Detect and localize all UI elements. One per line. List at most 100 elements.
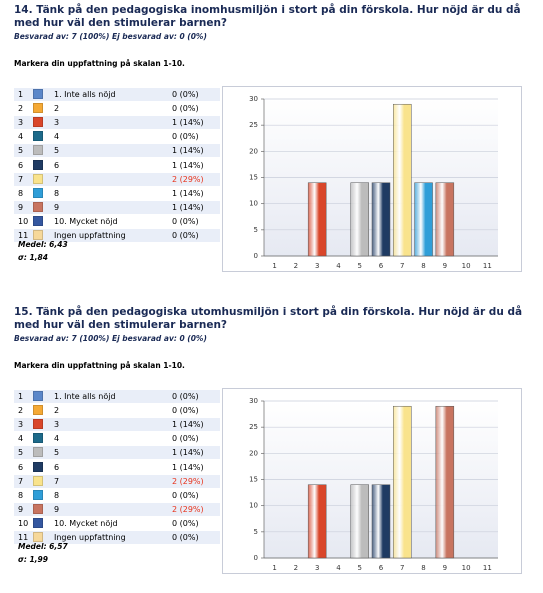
row-swatch xyxy=(33,117,43,128)
row-label: 6 xyxy=(54,160,60,170)
row-label: 8 xyxy=(54,490,60,500)
x-tick-label: 7 xyxy=(400,564,404,572)
row-index: 4 xyxy=(18,132,24,142)
y-tick-label: 0 xyxy=(254,252,258,260)
row-label: 6 xyxy=(54,462,60,472)
row-swatch xyxy=(33,517,43,528)
x-tick-label: 8 xyxy=(421,564,425,572)
row-result: 2 (29%) xyxy=(172,476,204,486)
row-index: 2 xyxy=(18,104,24,114)
row-swatch xyxy=(33,159,43,170)
row-result: 1 (14%) xyxy=(172,188,204,198)
row-label: Ingen uppfattning xyxy=(54,533,126,542)
row-background xyxy=(14,88,220,101)
row-swatch xyxy=(33,89,43,99)
row-label: 9 xyxy=(54,504,60,514)
row-result: 0 (0%) xyxy=(172,518,199,528)
row-index: 11 xyxy=(18,231,29,240)
answered-info: Besvarad av: 7 (100%) Ej besvarad av: 0 … xyxy=(14,334,207,343)
y-tick-label: 15 xyxy=(249,174,258,182)
bar xyxy=(350,484,369,559)
row-background xyxy=(14,116,220,130)
bar xyxy=(307,182,327,257)
bar xyxy=(393,103,412,257)
row-index: 5 xyxy=(18,448,24,458)
row-result: 1 (14%) xyxy=(172,202,204,212)
row-background xyxy=(14,144,220,158)
x-tick-label: 10 xyxy=(462,564,471,572)
row-swatch xyxy=(33,103,43,114)
row-index: 2 xyxy=(18,406,24,416)
x-tick-label: 10 xyxy=(462,262,471,270)
x-tick-label: 4 xyxy=(336,564,341,572)
row-index: 6 xyxy=(18,160,24,170)
row-index: 9 xyxy=(18,202,24,212)
x-tick-label: 9 xyxy=(443,262,447,270)
bar-chart: 0 5 10 15 20 25 30 1 2 3 4 5 6 7 8 9 10 11 xyxy=(222,388,522,574)
y-tick-label: 20 xyxy=(249,147,258,155)
y-tick-label: 30 xyxy=(249,397,258,405)
row-result: 1 (14%) xyxy=(172,160,204,170)
row-swatch xyxy=(33,145,43,156)
row-result: 1 (14%) xyxy=(172,448,204,458)
row-label: 3 xyxy=(54,118,60,128)
row-swatch xyxy=(33,187,43,198)
row-swatch xyxy=(33,475,43,486)
row-label: 1. Inte alls nöjd xyxy=(54,90,116,99)
x-tick-label: 4 xyxy=(336,262,341,270)
bar xyxy=(371,182,391,257)
row-label: 10. Mycket nöjd xyxy=(54,518,118,528)
instruction: Markera din uppfattning på skalan 1-10. xyxy=(14,361,185,370)
bar xyxy=(435,405,455,559)
bar xyxy=(414,182,433,257)
row-index: 10 xyxy=(18,518,29,528)
row-swatch xyxy=(33,433,43,444)
row-label: 4 xyxy=(54,434,60,444)
x-tick-label: 8 xyxy=(421,262,425,270)
row-background xyxy=(14,474,220,488)
row-swatch xyxy=(33,405,43,416)
bar xyxy=(350,182,369,257)
row-swatch xyxy=(33,532,43,542)
row-index: 10 xyxy=(18,216,29,226)
y-tick-label: 5 xyxy=(254,528,258,536)
x-tick-label: 1 xyxy=(272,262,276,270)
row-label: 8 xyxy=(54,188,60,198)
row-label: 7 xyxy=(54,174,60,184)
row-result: 0 (0%) xyxy=(172,392,199,401)
row-label: 7 xyxy=(54,476,60,486)
row-index: 1 xyxy=(18,392,24,401)
row-background xyxy=(14,531,220,544)
x-tick-label: 7 xyxy=(400,262,404,270)
row-result: 0 (0%) xyxy=(172,533,199,542)
row-swatch xyxy=(33,131,43,142)
std-dev: σ: 1,84 xyxy=(18,253,48,262)
mean: Medel: 6,43 xyxy=(18,240,68,249)
row-label: 10. Mycket nöjd xyxy=(54,216,118,226)
row-swatch xyxy=(33,230,43,240)
row-swatch xyxy=(33,215,43,226)
row-background xyxy=(14,390,220,403)
y-tick-label: 0 xyxy=(254,554,258,562)
row-result: 1 (14%) xyxy=(172,118,204,128)
x-tick-label: 5 xyxy=(357,564,361,572)
row-swatch xyxy=(33,461,43,472)
x-tick-label: 1 xyxy=(272,564,276,572)
row-index: 7 xyxy=(18,476,24,486)
row-swatch xyxy=(33,489,43,500)
mean: Medel: 6,57 xyxy=(18,542,68,551)
y-tick-label: 25 xyxy=(249,121,258,129)
row-swatch xyxy=(33,391,43,401)
row-index: 3 xyxy=(18,420,24,430)
row-background xyxy=(14,418,220,432)
y-tick-label: 15 xyxy=(249,476,258,484)
row-index: 11 xyxy=(18,533,29,542)
row-label: Ingen uppfattning xyxy=(54,231,126,240)
row-result: 0 (0%) xyxy=(172,132,199,142)
y-tick-label: 10 xyxy=(249,502,258,510)
row-result: 0 (0%) xyxy=(172,90,199,99)
row-label: 2 xyxy=(54,104,60,114)
row-label: 2 xyxy=(54,406,60,416)
question-title: 14. Tänk på den pedagogiska inomhusmiljö… xyxy=(14,4,521,29)
row-label: 5 xyxy=(54,146,60,156)
